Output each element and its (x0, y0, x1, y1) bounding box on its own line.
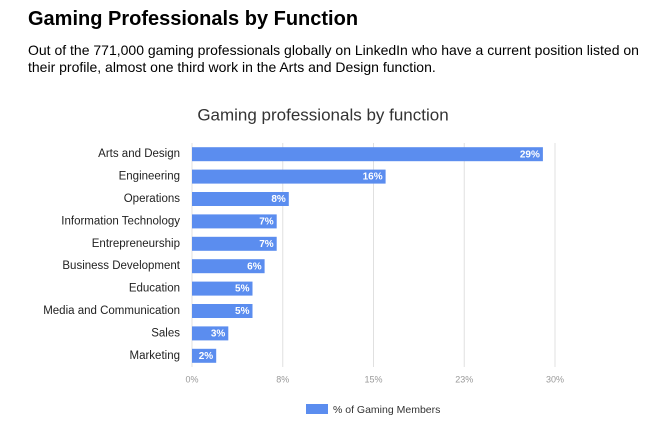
value-label: 2% (199, 351, 214, 362)
value-label: 5% (235, 284, 250, 295)
bar (192, 214, 277, 229)
bar (192, 281, 253, 296)
legend-label: % of Gaming Members (333, 404, 440, 416)
bar (192, 326, 229, 341)
y-tick-label: Business Development (62, 260, 180, 272)
bar (192, 304, 253, 318)
y-tick-label: Marketing (130, 350, 181, 362)
y-tick-label: Education (129, 283, 180, 295)
bar (192, 169, 386, 184)
x-tick-label: 0% (185, 374, 198, 384)
y-tick-label: Sales (151, 327, 180, 339)
page-title: Gaming Professionals by Function (28, 8, 359, 30)
value-label: 29% (520, 149, 540, 160)
y-tick-label: Engineering (119, 171, 180, 183)
x-tick-label: 15% (364, 374, 382, 384)
bar (192, 192, 289, 206)
y-tick-label: Arts and Design (98, 148, 180, 160)
value-label: 16% (363, 172, 383, 183)
y-tick-label: Information Technology (61, 215, 180, 227)
y-tick-label: Operations (124, 193, 181, 205)
bar (192, 259, 265, 274)
value-label: 8% (271, 194, 286, 205)
y-tick-label: Media and Communication (43, 305, 180, 317)
bar (192, 147, 543, 162)
x-tick-label: 23% (455, 374, 473, 384)
bar (192, 348, 217, 363)
legend-swatch (306, 404, 328, 414)
value-label: 7% (259, 239, 274, 250)
value-label: 6% (247, 261, 262, 272)
chart-title: Gaming professionals by function (197, 105, 448, 124)
value-label: 5% (235, 306, 250, 317)
x-tick-label: 8% (276, 374, 289, 384)
bar (192, 236, 277, 251)
x-tick-label: 30% (546, 374, 564, 384)
y-tick-label: Entrepreneurship (92, 238, 180, 250)
value-label: 3% (211, 329, 226, 340)
value-label: 7% (259, 217, 274, 228)
page-description: Out of the 771,000 gaming professionals … (28, 42, 639, 75)
